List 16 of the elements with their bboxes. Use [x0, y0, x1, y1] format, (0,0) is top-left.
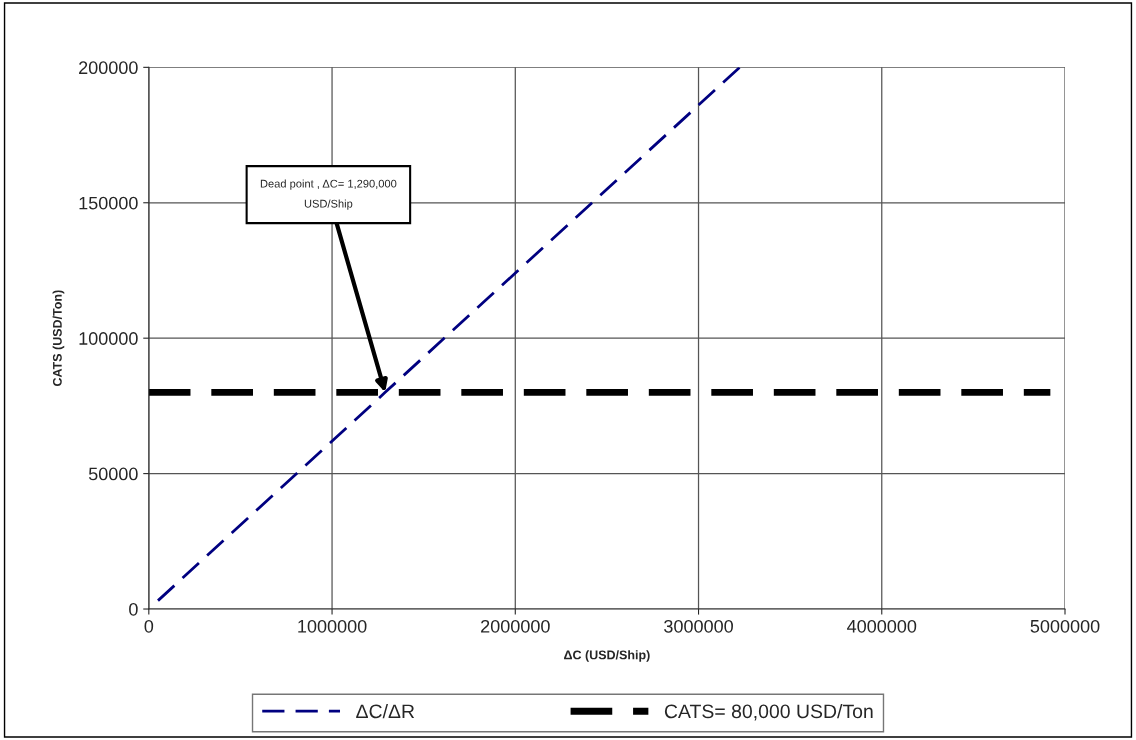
x-axis-title: ΔC (USD/Ship) [564, 650, 650, 662]
y-axis-title: CATS (USD/Ton) [52, 290, 65, 387]
x-tick-label: 5000000 [1030, 619, 1100, 633]
y-tick-label: 50000 [88, 467, 138, 481]
legend-label: ΔC/ΔR [356, 703, 415, 719]
x-tick-label: 2000000 [481, 619, 550, 633]
x-tick-label: 0 [144, 619, 154, 633]
x-tick-label: 1000000 [298, 619, 367, 633]
x-tick-label: 4000000 [847, 619, 917, 633]
y-tick-label: 0 [129, 602, 138, 616]
y-tick-label: 200000 [79, 61, 138, 75]
x-tick-label: 3000000 [664, 619, 733, 633]
annotation: Dead point , ΔC= 1,290,000 USD/Ship [260, 179, 397, 210]
y-tick-label: 100000 [79, 332, 138, 345]
y-tick-label: 150000 [79, 196, 138, 210]
legend-label: CATS= 80,000 USD/Ton [664, 703, 873, 721]
